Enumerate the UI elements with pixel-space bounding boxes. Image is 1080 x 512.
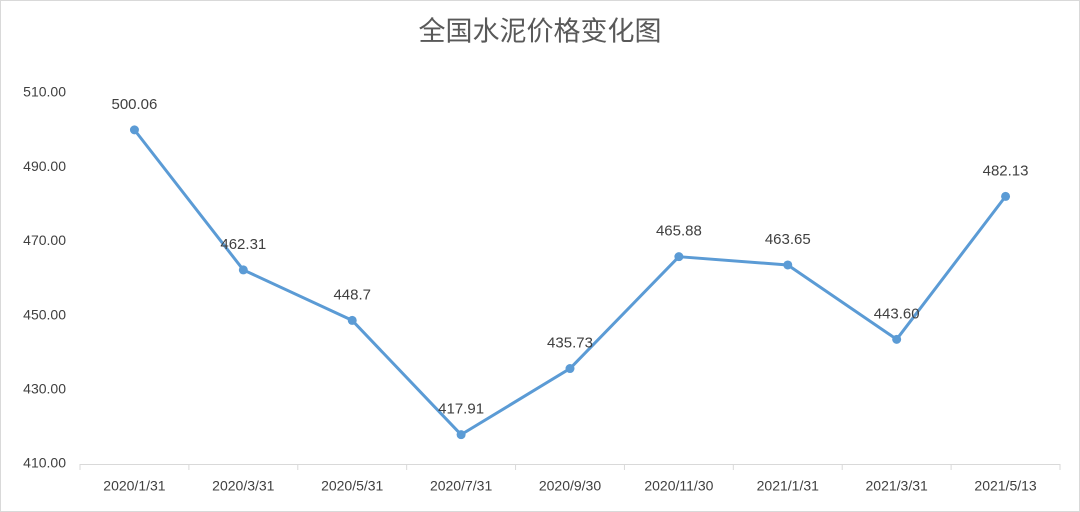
- point: [347, 315, 357, 325]
- x-tick-label: 2021/1/31: [757, 478, 819, 494]
- value-label: 463.65: [765, 231, 811, 248]
- point: [674, 252, 684, 262]
- point: [565, 364, 575, 374]
- point: [456, 430, 466, 440]
- point: [1001, 191, 1011, 201]
- x-tick-label: 2020/7/31: [430, 478, 492, 494]
- value-label: 482.13: [983, 162, 1029, 179]
- value-label: 448.7: [333, 286, 371, 303]
- value-label: 435.73: [547, 335, 593, 352]
- value-label: 500.06: [111, 96, 157, 113]
- x-tick-label: 2020/11/30: [644, 478, 713, 494]
- point: [783, 260, 793, 270]
- value-label: 417.91: [438, 401, 484, 418]
- y-tick-label: 450.00: [23, 306, 66, 322]
- x-tick-label: 2020/3/31: [212, 478, 274, 494]
- y-tick-label: 410.00: [23, 455, 66, 471]
- y-tick-label: 490.00: [23, 158, 66, 174]
- x-tick-label: 2020/5/31: [321, 478, 383, 494]
- value-label: 465.88: [656, 223, 702, 240]
- value-label: 462.31: [220, 236, 266, 253]
- chart-title: 全国水泥价格变化图: [419, 17, 662, 48]
- y-tick-label: 430.00: [23, 381, 66, 397]
- x-tick-label: 2020/9/30: [539, 478, 601, 494]
- y-tick-label: 470.00: [23, 232, 66, 248]
- x-tick-label: 2021/3/31: [866, 478, 928, 494]
- point: [238, 265, 248, 275]
- y-tick-label: 510.00: [23, 84, 66, 100]
- point: [892, 334, 902, 344]
- x-tick-label: 2020/1/31: [103, 478, 165, 494]
- value-label: 443.60: [874, 305, 920, 322]
- point: [129, 125, 139, 135]
- x-tick-label: 2021/5/13: [974, 478, 1036, 494]
